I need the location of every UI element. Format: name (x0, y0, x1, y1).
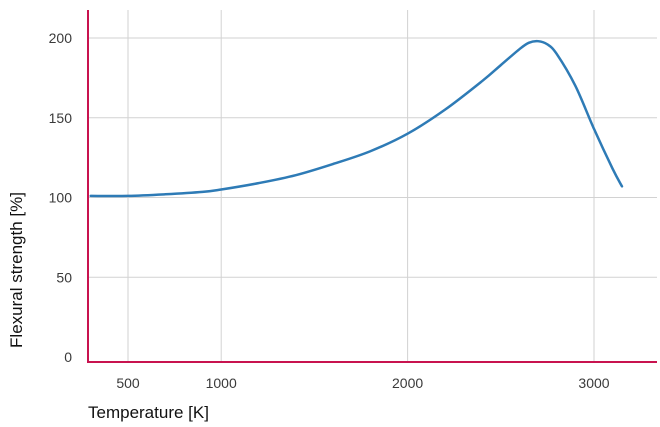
x-tick-label-2000: 2000 (392, 375, 423, 391)
y-tick-label-0: 0 (64, 349, 72, 365)
grid-layer (88, 10, 657, 362)
x-tick-label-500: 500 (116, 375, 140, 391)
x-axis-title: Temperature [K] (88, 403, 209, 422)
x-tick-label-3000: 3000 (578, 375, 609, 391)
y-tick-label-200: 200 (49, 30, 73, 46)
axes-layer (87, 10, 657, 363)
y-axis-title: Flexural strength [%] (7, 192, 26, 348)
y-tick-label-50: 50 (56, 269, 72, 285)
series-layer (89, 39, 624, 198)
ticks-layer: 500 1000 2000 3000 0 50 100 150 200 (49, 30, 610, 391)
x-tick-label-1000: 1000 (206, 375, 237, 391)
y-tick-label-100: 100 (49, 190, 73, 206)
series-line-0 (89, 39, 624, 198)
y-tick-label-150: 150 (49, 110, 73, 126)
